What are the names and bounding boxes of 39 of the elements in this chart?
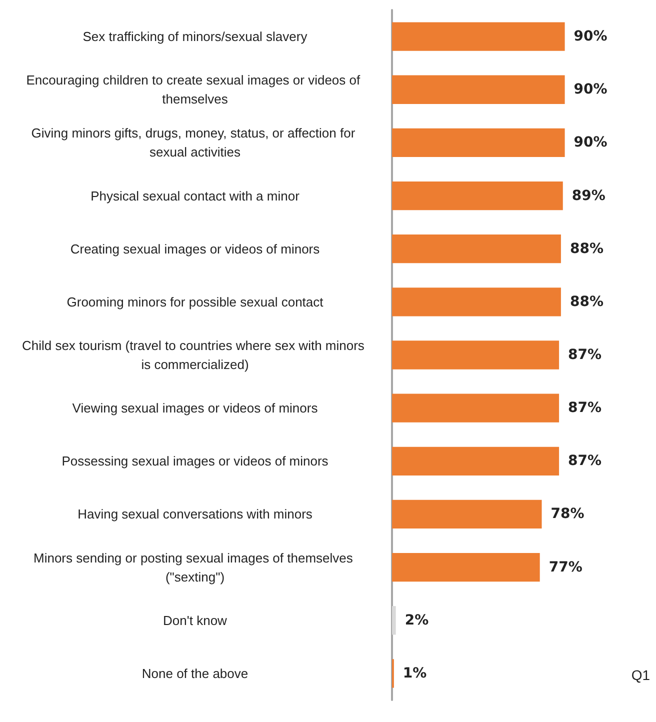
- bar: [392, 394, 560, 422]
- data-label: 87%: [568, 347, 602, 363]
- text: Q1: [631, 667, 650, 683]
- data-label: 87%: [568, 453, 602, 470]
- bar: [392, 128, 565, 158]
- y-tick-label: None of the above: [142, 666, 248, 681]
- bar: [392, 288, 561, 316]
- y-tick-label: Minors sending or posting sexual images of themselves ("sexting"): [34, 550, 356, 584]
- bar: [392, 552, 540, 582]
- y-tick-label: Don't know: [163, 612, 228, 628]
- data-label: 90%: [574, 134, 608, 151]
- bar: [392, 22, 565, 51]
- data-label: 88%: [570, 240, 604, 257]
- bar: [392, 234, 561, 264]
- data-label: 1%: [402, 665, 427, 682]
- bar: [392, 181, 563, 210]
- y-tick-label: Child sex tourism (travel to countries where sex with minors is commercialized): [22, 338, 368, 372]
- data-label: 88%: [570, 294, 604, 310]
- bar: [392, 340, 560, 370]
- y-tick-label: Sex trafficking of minors/sexual slavery: [82, 29, 308, 44]
- data-label: 89%: [572, 188, 606, 204]
- y-tick-label: Having sexual conversations with minors: [78, 506, 313, 522]
- data-label: 78%: [550, 506, 584, 522]
- data-label: 2%: [404, 612, 429, 628]
- bar: [392, 606, 396, 635]
- bar: [392, 446, 560, 476]
- data-label: 90%: [574, 82, 608, 98]
- y-tick-label: Possessing sexual images or videos of minors: [62, 454, 329, 469]
- data-label: 90%: [574, 28, 608, 45]
- y-tick-label: Giving minors gifts, drugs, money, status, or affection for sexual activities: [31, 126, 359, 160]
- data-label: 77%: [548, 559, 582, 576]
- y-tick-label: Physical sexual contact with a minor: [90, 188, 300, 204]
- y-tick-label: Grooming minors for possible sexual contact: [66, 294, 324, 310]
- bar: [392, 500, 542, 529]
- data-label: 87%: [568, 400, 602, 416]
- bar: [392, 75, 565, 104]
- y-tick-label: Encouraging children to create sexual images or videos of themselves: [26, 72, 364, 107]
- y-tick-label: Creating sexual images or videos of minors: [70, 241, 320, 256]
- y-tick-label: Viewing sexual images or videos of minors: [72, 400, 318, 416]
